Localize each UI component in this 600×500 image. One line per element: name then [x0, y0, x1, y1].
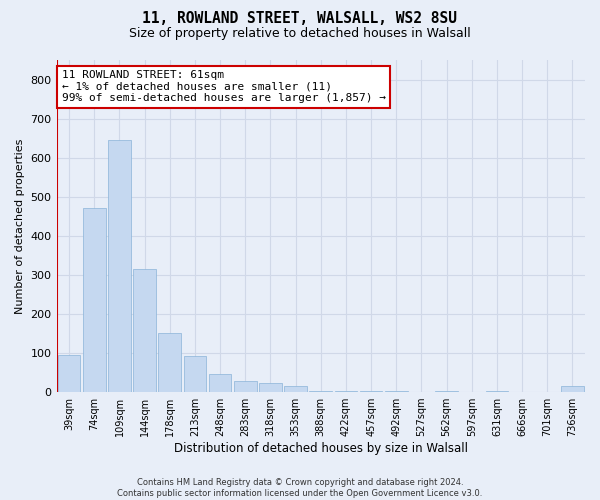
Y-axis label: Number of detached properties: Number of detached properties — [15, 138, 25, 314]
Bar — [184, 356, 206, 392]
Bar — [234, 381, 257, 392]
Bar — [259, 384, 282, 392]
Text: Contains HM Land Registry data © Crown copyright and database right 2024.
Contai: Contains HM Land Registry data © Crown c… — [118, 478, 482, 498]
Bar — [158, 332, 181, 392]
X-axis label: Distribution of detached houses by size in Walsall: Distribution of detached houses by size … — [174, 442, 468, 455]
Bar — [385, 391, 407, 392]
Text: Size of property relative to detached houses in Walsall: Size of property relative to detached ho… — [129, 28, 471, 40]
Bar — [108, 140, 131, 392]
Text: 11, ROWLAND STREET, WALSALL, WS2 8SU: 11, ROWLAND STREET, WALSALL, WS2 8SU — [143, 11, 458, 26]
Bar — [485, 391, 508, 392]
Bar — [58, 355, 80, 392]
Bar — [335, 391, 357, 392]
Bar — [561, 386, 584, 392]
Bar — [133, 269, 156, 392]
Bar — [284, 386, 307, 392]
Text: 11 ROWLAND STREET: 61sqm
← 1% of detached houses are smaller (11)
99% of semi-de: 11 ROWLAND STREET: 61sqm ← 1% of detache… — [62, 70, 386, 103]
Bar — [310, 391, 332, 392]
Bar — [83, 208, 106, 392]
Bar — [209, 374, 232, 392]
Bar — [435, 391, 458, 392]
Bar — [360, 391, 382, 392]
